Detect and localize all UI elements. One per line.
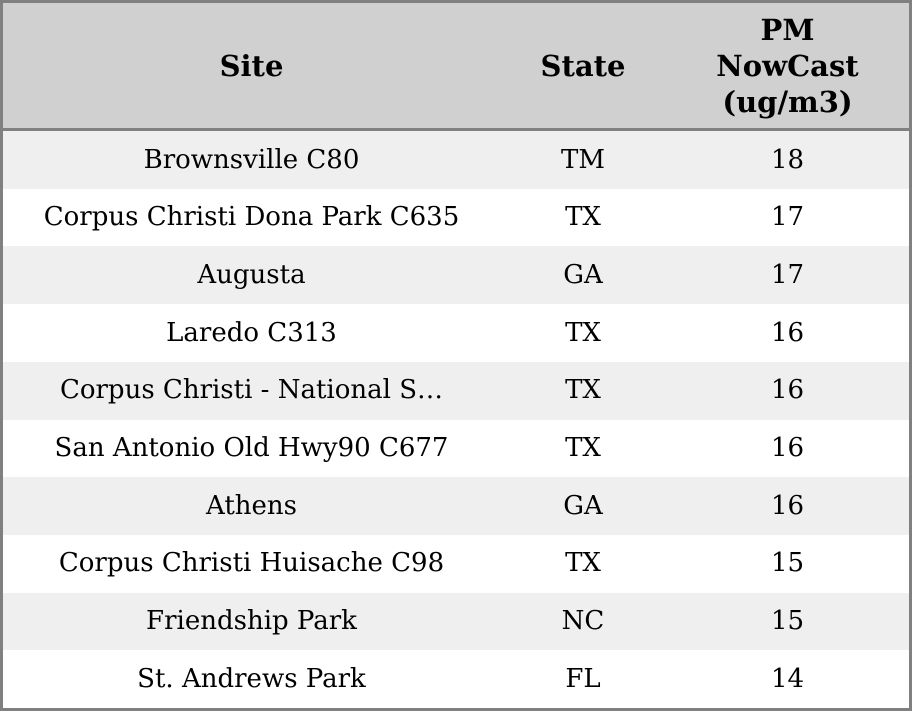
site-cell: San Antonio Old Hwy90 C677	[54, 433, 449, 464]
table-row: Brownsville C80 TM 18	[3, 131, 909, 189]
state-cell: NC	[561, 606, 605, 637]
value-cell: 15	[770, 548, 805, 579]
state-cell: TX	[565, 548, 601, 579]
table-row: St. Andrews Park FL 14	[3, 650, 909, 708]
table-row: Augusta GA 17	[3, 246, 909, 305]
table-row: Corpus Christi Dona Park C635 TX 17	[3, 188, 909, 247]
table-body: Brownsville C80 TM 18 Corpus Christi Dona P…	[3, 131, 909, 708]
table-row: San Antonio Old Hwy90 C677 TX 16	[3, 419, 909, 478]
state-cell: FL	[565, 663, 601, 694]
column-header-pm-nowcast-label: PM NowCast (ug/m3)	[716, 12, 859, 119]
site-cell: Brownsville C80	[143, 144, 360, 175]
table-row: Corpus Christi - National S… TX 16	[3, 361, 909, 420]
table-row: Friendship Park NC 15	[3, 592, 909, 651]
value-cell: 16	[770, 317, 805, 348]
site-cell: Corpus Christi Dona Park C635	[43, 202, 460, 233]
table-row: Athens GA 16	[3, 477, 909, 535]
column-header-state: State	[500, 3, 666, 128]
value-cell: 16	[770, 375, 805, 406]
column-header-pm-nowcast: PM NowCast (ug/m3)	[666, 3, 909, 128]
site-cell: Corpus Christi - National S…	[59, 375, 444, 406]
column-header-site-label: Site	[219, 48, 284, 83]
state-cell: TX	[565, 433, 601, 464]
state-cell: TX	[565, 375, 601, 406]
value-cell: 16	[770, 433, 805, 464]
state-cell: TX	[565, 317, 601, 348]
site-cell: St. Andrews Park	[137, 663, 366, 694]
table-row: Corpus Christi Huisache C98 TX 15	[3, 534, 909, 593]
value-cell: 17	[770, 202, 805, 233]
site-cell: Corpus Christi Huisache C98	[58, 548, 445, 579]
state-cell: TM	[561, 144, 605, 175]
column-header-site: Site	[3, 3, 500, 128]
site-cell: Laredo C313	[166, 317, 337, 348]
state-cell: GA	[563, 490, 603, 521]
value-cell: 16	[770, 490, 805, 521]
state-cell: GA	[563, 259, 603, 290]
value-cell: 17	[770, 259, 805, 290]
table-row: Laredo C313 TX 16	[3, 304, 909, 362]
column-header-state-label: State	[540, 48, 626, 83]
table-header-row: Site State PM NowCast (ug/m3)	[3, 3, 909, 131]
site-cell: Friendship Park	[146, 606, 357, 637]
value-cell: 18	[770, 144, 805, 175]
site-cell: Athens	[206, 490, 297, 521]
value-cell: 14	[770, 663, 805, 694]
value-cell: 15	[770, 606, 805, 637]
state-cell: TX	[565, 202, 601, 233]
site-cell: Augusta	[197, 259, 306, 290]
